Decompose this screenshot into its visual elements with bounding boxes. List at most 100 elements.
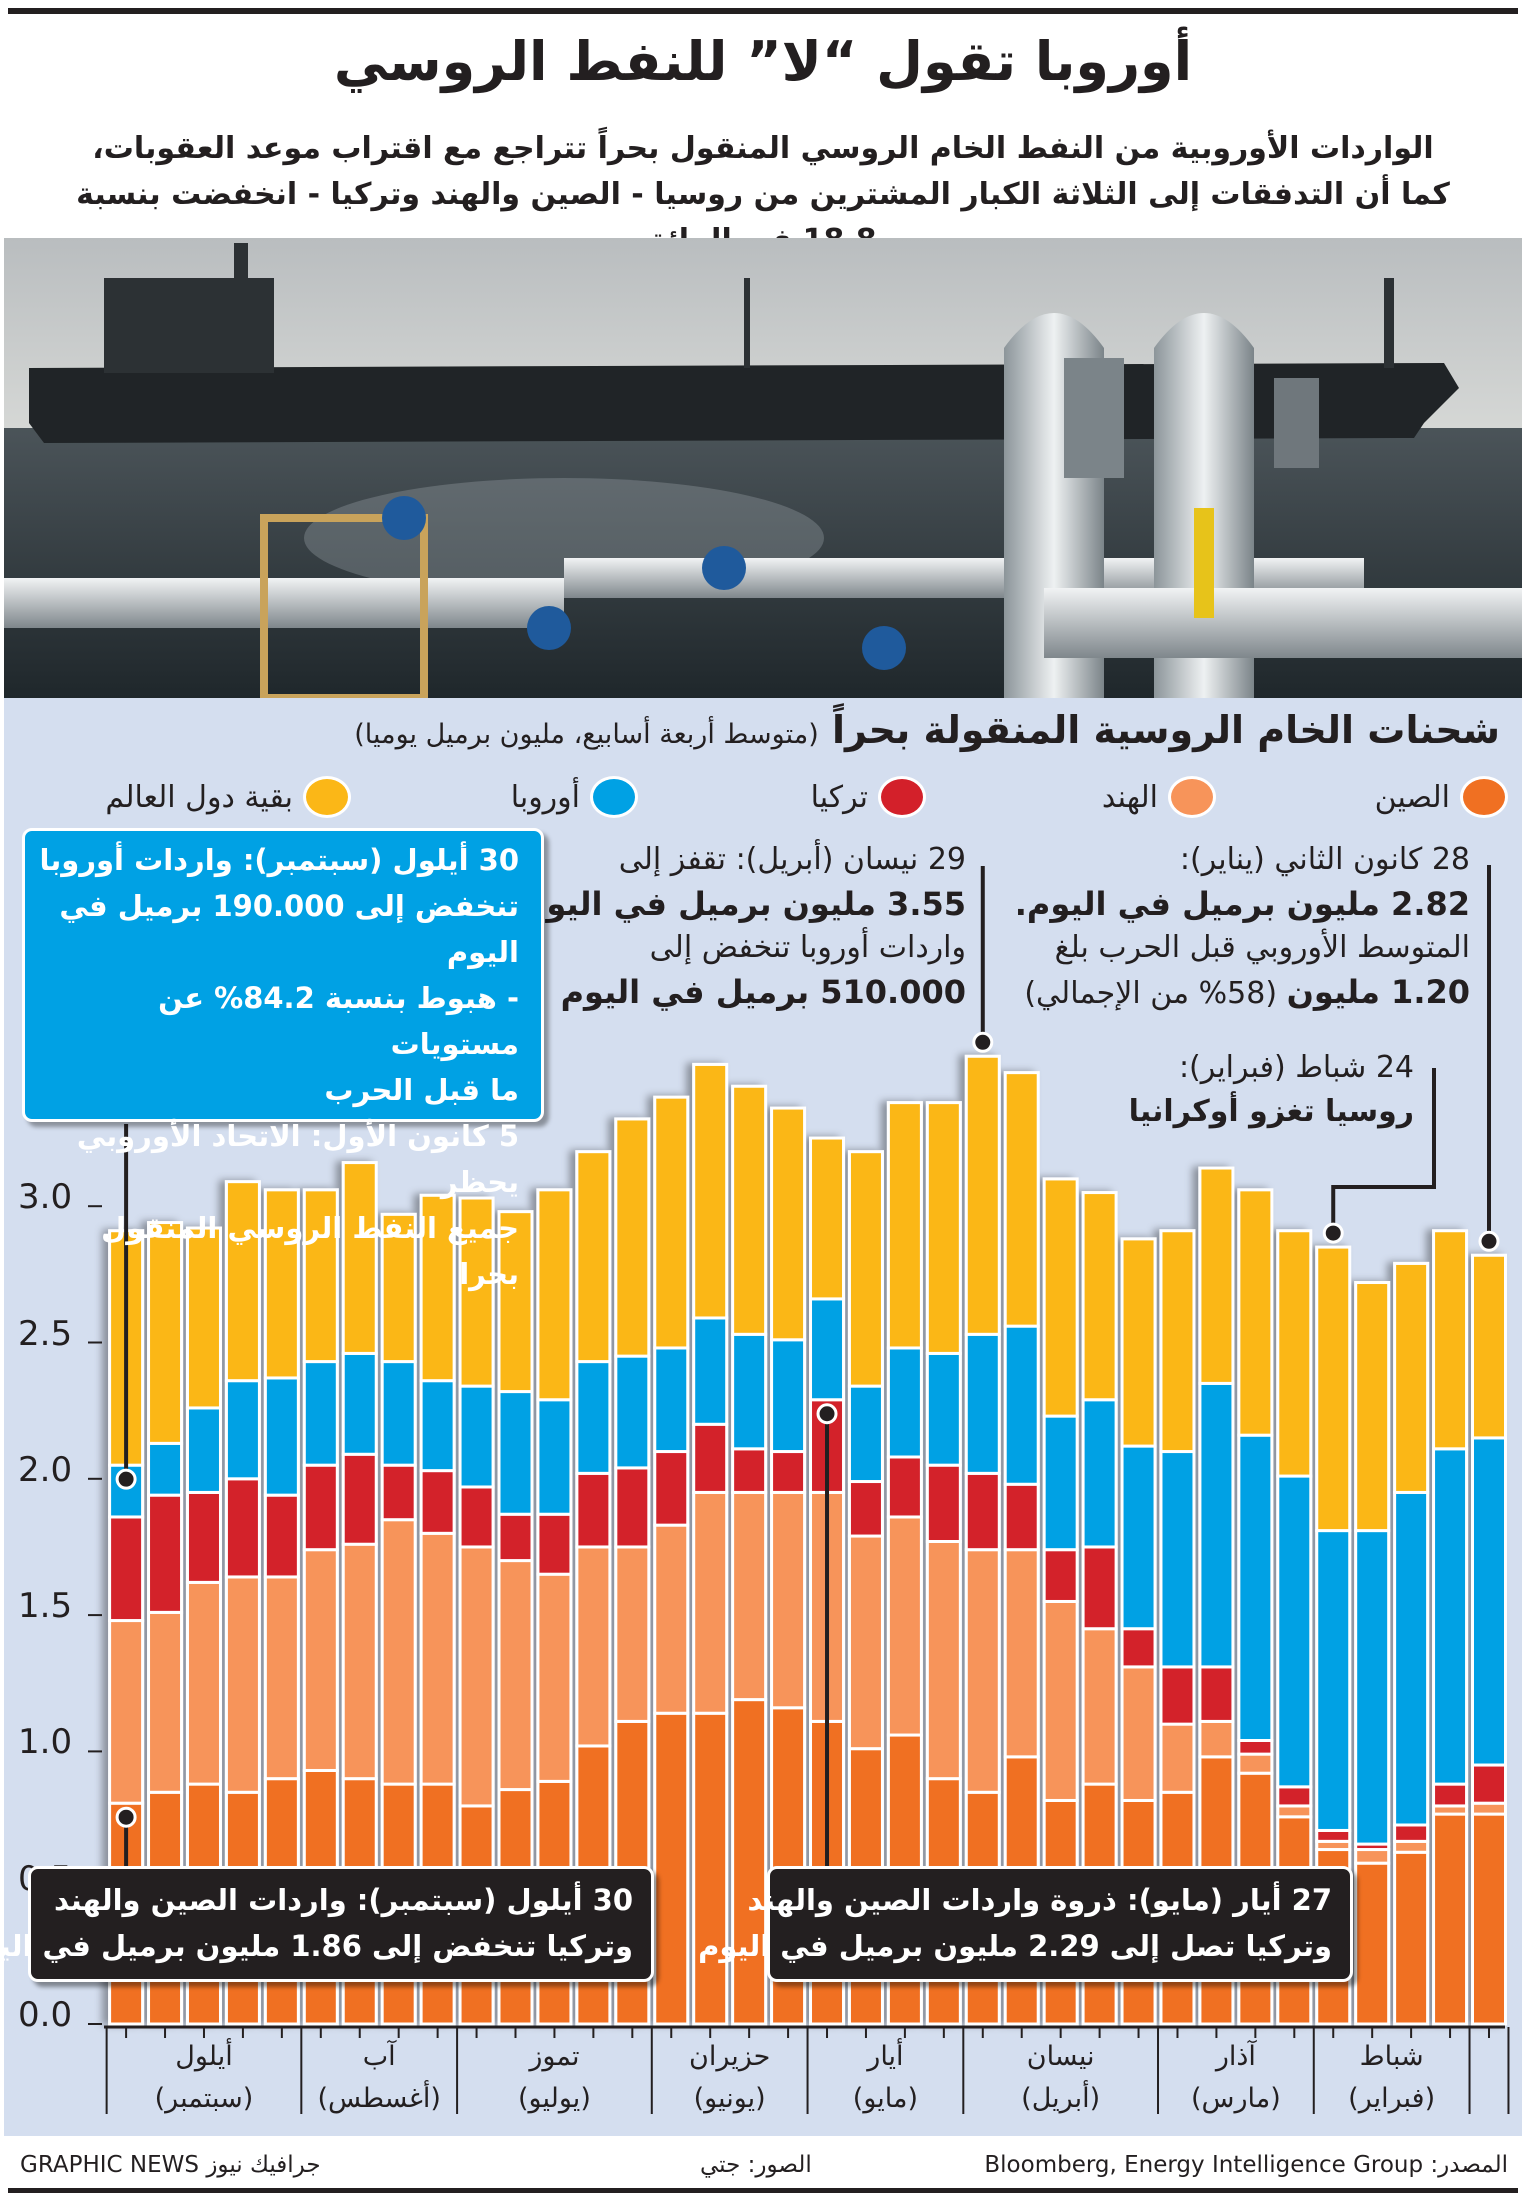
source-credit: المصدر: Bloomberg, Energy Intelligence G… [984,2152,1508,2178]
y-tick-label: 1.0 [18,1722,73,1763]
india-swatch-icon [1168,776,1216,818]
bar-07-15 [536,1188,573,2026]
bar-segment-turkey [575,1471,612,1549]
bar-segment-rest [1198,1166,1235,1385]
bar-segment-india [1120,1665,1157,1802]
marker-dot-icon [816,1403,838,1425]
bar-06-10 [731,1084,768,2026]
bar-segment-turkey [419,1469,456,1535]
bar-segment-europe [1276,1474,1313,1789]
x-month-label: شباط (فبراير) [1348,2041,1436,2114]
bar-segment-turkey [1081,1545,1118,1631]
marker-dot-icon [1322,1222,1344,1244]
annotation-sep30-asia: 30 أيلول (سبتمبر): واردات الصين والهند و… [0,1866,654,1982]
graphic-news-credit: GRAPHIC NEWS جرافيك نيوز [20,2152,321,2178]
annotation-text: 30 أيلول (سبتمبر): واردات الصين والهند [53,1883,633,1917]
bar-segment-rest [1042,1177,1079,1418]
chart-title-main: شحنات الخام الروسية المنقولة بحراً [831,708,1500,752]
bar-04-29 [964,1054,1001,2026]
bar-segment-europe [653,1346,690,1454]
bar-segment-europe [419,1379,456,1473]
bar-segment-europe [1237,1433,1274,1742]
bar-07-29 [458,1196,495,2026]
bar-segment-india [886,1515,923,1737]
bottom-rule [8,2188,1518,2193]
bar-segment-turkey [731,1447,768,1494]
annotation-sep30-europe: 30 أيلول (سبتمبر): واردات أوروبا تنخفض إ… [22,828,544,1291]
annotation-text: وتركيا تصل إلى 2.29 مليون برميل في اليوم [698,1929,1332,1963]
leader-line [1331,1068,1436,1234]
bar-segment-turkey [964,1471,1001,1552]
bar-segment-turkey [1393,1823,1430,1843]
x-month-label: تموز (يوليو) [518,2041,591,2114]
bar-segment-turkey [1432,1782,1469,1808]
bar-03-11 [1237,1188,1274,2026]
bar-segment-rest [770,1106,807,1342]
bar-segment-india [925,1539,962,1781]
y-tick-label: 2.5 [18,1313,73,1354]
bar-segment-europe [380,1360,417,1467]
bar-segment-india [692,1490,729,1715]
bar-segment-europe [147,1441,184,1497]
annotation-text: 24 شباط (فبراير): [1178,1050,1414,1085]
annotation-text: 2.82 مليون برميل في اليوم. [1014,885,1470,923]
bar-segment-rest [1237,1188,1274,1437]
bar-segment-india [147,1610,184,1794]
bar-09-09 [224,1180,261,2026]
page-title: أوروبا تقول “لا” للنفط الروسي [333,30,1193,93]
bar-segment-india [1237,1752,1274,1775]
bar-segment-india [731,1490,768,1702]
bar-segment-europe [1432,1447,1469,1786]
legend-label: بقية دول العالم [105,779,293,815]
x-month-label: أيار (مايو) [852,2041,919,2114]
bar-segment-rest [536,1188,573,1402]
legend-item-europe: أوروبا [511,772,638,822]
bar-09-23 [147,1221,184,2026]
bar-segment-rest [731,1084,768,1336]
bar-segment-turkey [108,1515,145,1623]
bar-01-28 [1471,1253,1507,2026]
bar-segment-rest [925,1101,962,1355]
annotation-apr29: 29 نيسان (أبريل): تقفز إلى 3.55 مليون بر… [511,838,966,1014]
bar-segment-rest [692,1062,729,1320]
marker-dot-icon [115,1806,137,1828]
annotation-text: - هبوط بنسبة 84.2% عن مستويات [158,981,519,1061]
bar-segment-europe [497,1390,534,1516]
bar-segment-china [653,1711,690,2026]
bar-segment-turkey [1120,1627,1157,1669]
bar-segment-india [770,1490,807,1710]
bar-segment-india [1354,1848,1391,1865]
bar-segment-rest [809,1136,846,1301]
annotation-text: (58% من الإجمالي) [1024,976,1287,1011]
bar-segment-turkey [185,1490,222,1584]
y-tick-label: 3.0 [18,1177,73,1218]
bar-segment-europe [614,1354,651,1470]
bar-segment-india [1042,1599,1079,1802]
bar-segment-turkey [263,1493,300,1579]
annotation-text: 27 أيار (مايو): ذروة واردات الصين والهند [747,1883,1332,1917]
bar-segment-turkey [1315,1828,1352,1843]
bar-segment-india [1276,1804,1313,1819]
bar-segment-europe [536,1398,573,1516]
bar-segment-turkey [1159,1665,1196,1726]
bar-segment-europe [1471,1436,1507,1767]
y-tick-label: 1.5 [18,1586,73,1627]
bar-segment-europe [731,1332,768,1451]
bar-segment-europe [108,1463,145,1519]
bar-segment-turkey [302,1463,339,1552]
legend-item-turkey: تركيا [811,772,926,822]
annotation-text: وتركيا تنخفض إلى 1.86 مليون برميل في الي… [0,1929,633,1963]
chart-title: شحنات الخام الروسية المنقولة بحراً (متوس… [354,702,1500,763]
annotation-text: 3.55 مليون برميل في اليوم. [510,885,966,923]
bar-segment-rest [1354,1281,1391,1533]
bar-segment-china [731,1698,768,2026]
bar-segment-europe [692,1316,729,1426]
bar-segment-turkey [925,1463,962,1543]
x-month-label: آب (أغسطس) [317,2041,441,2114]
bar-segment-europe [185,1406,222,1494]
bar-segment-india [536,1572,573,1783]
bar-segment-europe [886,1346,923,1459]
annotation-text: 28 كانون الثاني (يناير): [1179,842,1470,877]
legend-label: تركيا [810,779,868,815]
annotation-text: 29 نيسان (أبريل): تقفز إلى [618,842,966,877]
